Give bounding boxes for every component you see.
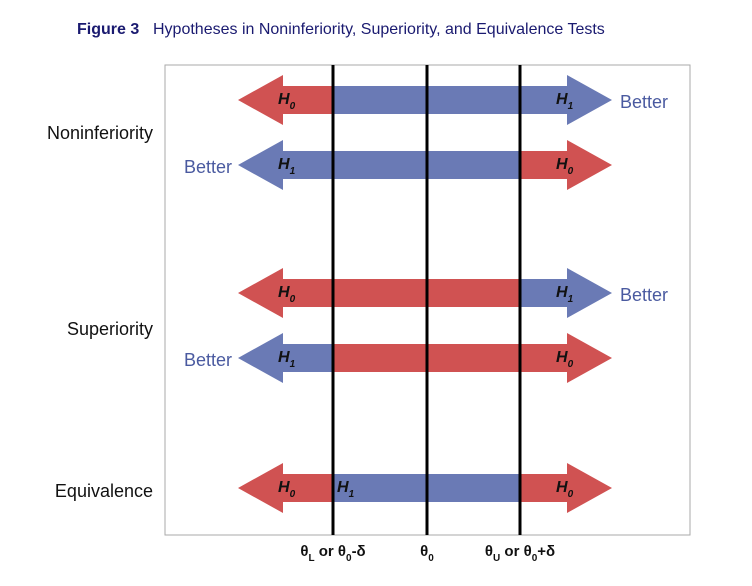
- hypothesis-letter: H: [278, 284, 290, 301]
- hypothesis-letter: H: [278, 479, 290, 496]
- arrow-segment: [520, 463, 612, 513]
- axis-label-text: θ: [420, 543, 428, 560]
- arrow-segment: [333, 75, 612, 125]
- axis-label: θL or θ0-δ: [300, 543, 365, 564]
- axis-label-subscript: U: [493, 553, 500, 564]
- test-label: Equivalence: [55, 481, 153, 501]
- hypothesis-letter: H: [278, 349, 290, 366]
- better-label: Better: [620, 92, 668, 112]
- hypothesis-label: H0: [278, 91, 296, 112]
- axis-label-text: θ: [300, 543, 308, 560]
- hypothesis-subscript: 0: [568, 166, 574, 177]
- hypothesis-subscript: 1: [290, 359, 296, 370]
- arrow-segment: [520, 140, 612, 190]
- arrow-segment: [333, 333, 612, 383]
- hypothesis-subscript: 0: [290, 294, 296, 305]
- test-label: Superiority: [67, 319, 153, 339]
- hypothesis-letter: H: [556, 479, 568, 496]
- hypothesis-subscript: 1: [568, 101, 574, 112]
- arrow-segment: [238, 268, 520, 318]
- hypothesis-label: H1: [337, 479, 355, 500]
- hypothesis-letter: H: [556, 284, 568, 301]
- better-label: Better: [184, 350, 232, 370]
- hypothesis-subscript: 0: [568, 489, 574, 500]
- hypothesis-label: H0: [556, 479, 574, 500]
- hypothesis-label: H0: [278, 284, 296, 305]
- hypothesis-letter: H: [556, 156, 568, 173]
- axis-label-subscript: 0: [532, 553, 538, 564]
- axis-label-text: or θ: [315, 543, 346, 560]
- axis-label: θ0: [420, 543, 434, 564]
- axis-label-text: +δ: [537, 543, 555, 560]
- hypothesis-letter: H: [337, 479, 349, 496]
- axis-label: θU or θ0+δ: [485, 543, 555, 564]
- hypothesis-letter: H: [556, 349, 568, 366]
- arrow-segment: [238, 463, 333, 513]
- test-label: Noninferiority: [47, 123, 153, 143]
- figure-title: Hypotheses in Noninferiority, Superiorit…: [153, 21, 605, 38]
- axis-label-text: θ: [485, 543, 493, 560]
- axis-label-text: or θ: [500, 543, 531, 560]
- axis-label-subscript: L: [308, 553, 314, 564]
- hypothesis-label: H0: [556, 349, 574, 370]
- axis-label-text: -δ: [352, 543, 366, 560]
- hypothesis-subscript: 0: [568, 359, 574, 370]
- hypothesis-letter: H: [278, 156, 290, 173]
- hypothesis-letter: H: [556, 91, 568, 108]
- arrow-segment: [238, 140, 520, 190]
- hypothesis-label: H1: [278, 156, 296, 177]
- hypothesis-subscript: 1: [349, 489, 355, 500]
- figure-label: Figure 3: [77, 21, 139, 38]
- hypothesis-subscript: 1: [290, 166, 296, 177]
- arrow-segment: [238, 333, 333, 383]
- better-label: Better: [184, 157, 232, 177]
- better-label: Better: [620, 285, 668, 305]
- hypothesis-subscript: 1: [568, 294, 574, 305]
- hypothesis-subscript: 0: [290, 489, 296, 500]
- hypothesis-label: H1: [278, 349, 296, 370]
- hypothesis-label: H0: [556, 156, 574, 177]
- hypothesis-subscript: 0: [290, 101, 296, 112]
- axis-label-subscript: 0: [428, 553, 434, 564]
- hypothesis-label: H0: [278, 479, 296, 500]
- arrow-segment: [238, 75, 333, 125]
- hypothesis-label: H1: [556, 91, 574, 112]
- hypothesis-letter: H: [278, 91, 290, 108]
- axis-label-subscript: 0: [346, 553, 352, 564]
- arrow-segment: [520, 268, 612, 318]
- hypothesis-label: H1: [556, 284, 574, 305]
